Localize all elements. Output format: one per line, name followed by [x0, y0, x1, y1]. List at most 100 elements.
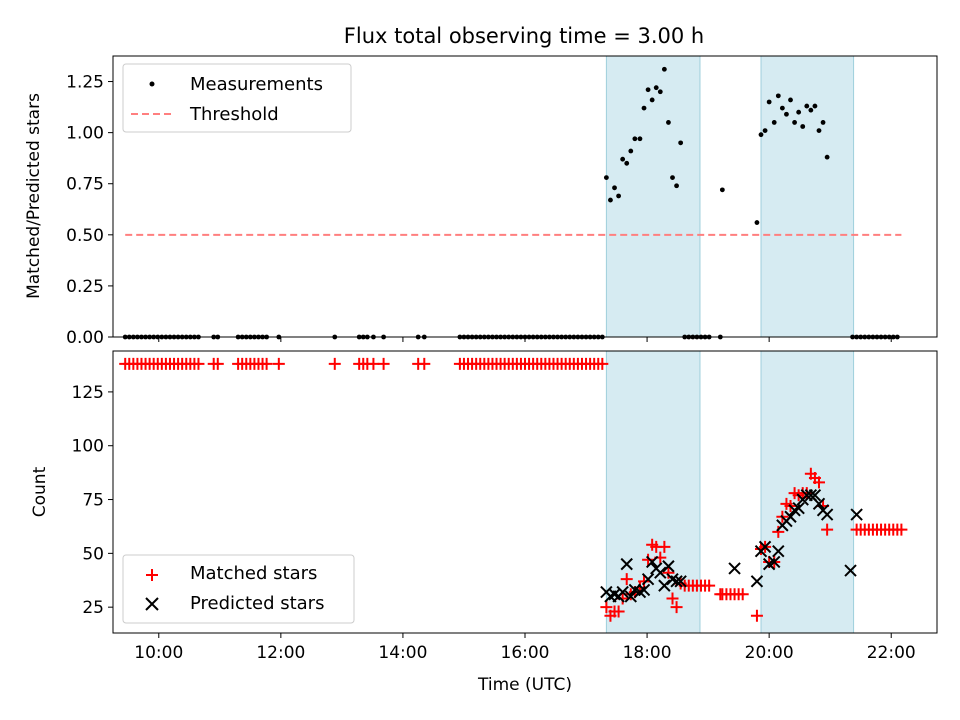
measurement-point	[804, 103, 810, 109]
bottom-y-tick-label: 100	[72, 437, 104, 457]
predicted-stars-point	[768, 555, 781, 569]
measurement-point	[719, 187, 725, 193]
legend-matched-marker	[146, 569, 158, 581]
measurement-point	[800, 124, 806, 129]
bottom-y-tick-label: 50	[82, 544, 104, 564]
matched-stars-point	[812, 476, 825, 489]
matched-stars-point	[703, 579, 716, 592]
matched-stars-point	[662, 566, 675, 579]
bottom-x-tick-label: 22:00	[867, 643, 916, 663]
matched-stars-point	[821, 523, 834, 536]
predicted-stars-point	[645, 555, 659, 569]
bottom-x-axis: 10:00 12:00 14:00 16:00 18:00 20:00 22:00	[134, 633, 916, 663]
bottom-shaded-intervals	[605, 350, 855, 634]
matched-stars-point	[192, 357, 205, 370]
predicted-stars-point	[792, 501, 805, 515]
top-shaded-interval	[605, 55, 701, 338]
bottom-shaded-interval	[760, 350, 855, 634]
legend-predicted-label: Predicted stars	[190, 593, 324, 614]
predicted-stars-point	[654, 566, 667, 579]
matched-stars-point	[596, 357, 609, 370]
measurement-point	[608, 197, 613, 203]
bottom-y-axis-label: Count	[30, 466, 50, 517]
measurement-point	[632, 136, 638, 142]
measurement-point	[620, 156, 626, 162]
matched-stars-point	[418, 357, 431, 370]
predicted-stars-point	[658, 579, 671, 592]
measurement-point	[812, 103, 818, 109]
top-y-tick-label: 0.25	[66, 277, 104, 297]
bottom-x-tick-label: 16:00	[501, 643, 550, 663]
measurement-point	[645, 87, 651, 93]
measurement-point	[637, 136, 643, 142]
legend-predicted-marker	[145, 597, 159, 611]
predicted-stars-point	[844, 564, 857, 577]
predicted-stars-point	[641, 572, 655, 586]
measurement-point	[641, 105, 647, 111]
top-y-tick-label: 0.50	[66, 226, 104, 246]
predicted-stars-point	[812, 497, 826, 511]
measurement-point	[657, 89, 663, 95]
measurement-point	[674, 183, 679, 189]
legend-threshold-label: Threshold	[189, 104, 279, 125]
measurement-point	[628, 148, 634, 154]
top-legend: Measurements Threshold	[122, 63, 352, 133]
bottom-x-tick-label: 10:00	[134, 643, 183, 663]
matched-stars-point	[328, 357, 341, 370]
bottom-x-axis-label: Time (UTC)	[477, 675, 572, 695]
bottom-y-tick-label: 125	[72, 383, 104, 403]
measurement-point	[653, 85, 659, 91]
measurement-point	[612, 185, 617, 191]
measurement-point	[678, 140, 684, 146]
measurement-point	[824, 154, 830, 160]
measurement-point	[649, 97, 655, 103]
measurement-point	[792, 120, 797, 125]
bottom-y-axis: 25 50 75 100 125	[72, 383, 113, 618]
predicted-stars-point	[616, 585, 629, 599]
measurement-point	[779, 105, 785, 111]
matched-stars-point	[895, 523, 908, 536]
predicted-stars-point	[750, 575, 764, 588]
measurement-point	[820, 120, 826, 125]
measurement-point	[796, 109, 802, 115]
legend-measurements-marker	[149, 81, 155, 87]
predicted-stars-point	[662, 560, 675, 573]
top-chart-title: Flux total observing time = 3.00 h	[344, 24, 704, 48]
bottom-y-tick-label: 25	[82, 598, 104, 618]
top-shaded-interval	[760, 55, 855, 338]
matched-stars-point	[620, 573, 633, 586]
measurement-point	[784, 111, 789, 117]
matched-stars-point	[666, 592, 679, 605]
legend-measurements-label: Measurements	[190, 74, 323, 95]
bottom-x-tick-label: 14:00	[378, 643, 427, 663]
measurement-point	[670, 175, 675, 180]
measurement-point	[775, 93, 781, 99]
predicted-stars-point	[620, 557, 633, 571]
top-x-ticks	[158, 337, 892, 342]
matched-stars-point	[260, 357, 273, 370]
measurement-point	[616, 193, 621, 199]
measurement-point	[788, 97, 793, 103]
measurement-point	[766, 99, 772, 105]
matched-stars-point	[800, 487, 813, 500]
predicted-stars-point	[674, 575, 687, 588]
predicted-stars-point	[758, 540, 772, 554]
top-legend-box	[122, 63, 352, 133]
bottom-x-tick-label: 12:00	[256, 643, 305, 663]
bottom-x-tick-label: 20:00	[745, 643, 794, 663]
matched-stars-point	[600, 601, 613, 614]
measurement-point	[603, 175, 609, 180]
measurement-point	[758, 132, 764, 138]
bottom-y-tick-label: 75	[82, 491, 104, 511]
matched-stars-point	[272, 357, 285, 370]
measurement-point	[762, 128, 768, 133]
bottom-legend-box	[122, 554, 355, 624]
top-y-tick-label: 1.25	[66, 73, 104, 93]
matched-stars-point	[658, 540, 671, 553]
predicted-stars-point	[670, 575, 683, 588]
matched-stars-point	[736, 588, 749, 601]
top-y-tick-label: 0.00	[66, 328, 104, 348]
measurement-point	[624, 160, 630, 166]
matched-stars-point	[670, 601, 683, 614]
measurement-point	[666, 120, 671, 125]
